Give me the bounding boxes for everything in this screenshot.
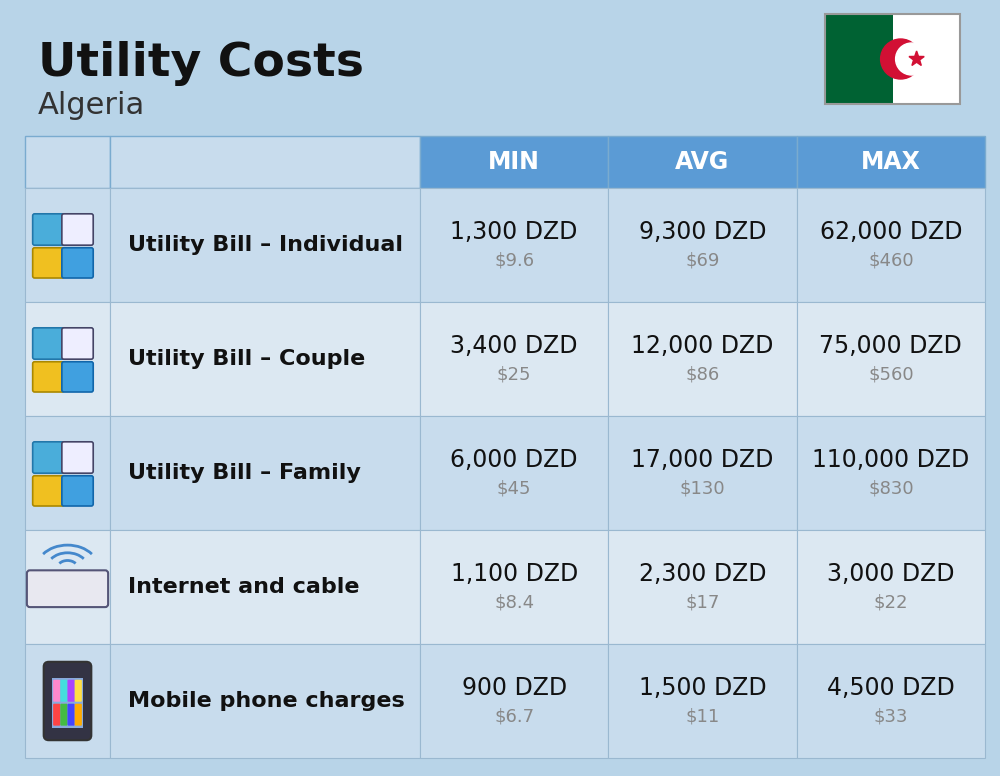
FancyBboxPatch shape: [62, 442, 93, 473]
Text: Internet and cable: Internet and cable: [128, 577, 360, 597]
Circle shape: [881, 39, 921, 79]
Text: Utility Bill – Family: Utility Bill – Family: [128, 463, 361, 483]
Text: $45: $45: [497, 480, 531, 498]
Bar: [797, 302, 985, 416]
FancyBboxPatch shape: [60, 680, 68, 702]
Text: $830: $830: [868, 480, 914, 498]
Bar: [825, 14, 960, 104]
FancyBboxPatch shape: [68, 704, 75, 726]
Text: $6.7: $6.7: [494, 708, 534, 726]
Text: $69: $69: [685, 252, 720, 270]
FancyBboxPatch shape: [53, 704, 60, 726]
Text: 110,000 DZD: 110,000 DZD: [812, 448, 969, 472]
Bar: [797, 530, 985, 644]
Bar: [110, 416, 420, 530]
Text: 6,000 DZD: 6,000 DZD: [450, 448, 578, 472]
FancyBboxPatch shape: [62, 248, 93, 278]
Text: $22: $22: [874, 594, 908, 612]
FancyBboxPatch shape: [62, 327, 93, 359]
FancyBboxPatch shape: [33, 327, 64, 359]
Circle shape: [896, 43, 928, 75]
Text: Utility Bill – Individual: Utility Bill – Individual: [128, 235, 403, 255]
Bar: [608, 530, 797, 644]
Text: $560: $560: [868, 366, 914, 384]
FancyBboxPatch shape: [68, 680, 75, 702]
Bar: [420, 188, 608, 302]
Text: $8.4: $8.4: [494, 594, 534, 612]
FancyBboxPatch shape: [60, 704, 68, 726]
Bar: [608, 188, 797, 302]
Bar: [25, 302, 110, 416]
Bar: [25, 188, 110, 302]
Bar: [420, 530, 608, 644]
Text: $9.6: $9.6: [494, 252, 534, 270]
FancyBboxPatch shape: [52, 677, 83, 728]
Text: 3,400 DZD: 3,400 DZD: [450, 334, 578, 358]
Bar: [608, 302, 797, 416]
Text: MAX: MAX: [861, 150, 921, 174]
Text: 9,300 DZD: 9,300 DZD: [639, 220, 766, 244]
Text: 2,300 DZD: 2,300 DZD: [639, 562, 766, 586]
FancyBboxPatch shape: [62, 214, 93, 245]
Bar: [110, 188, 420, 302]
FancyBboxPatch shape: [33, 214, 64, 245]
FancyBboxPatch shape: [27, 570, 108, 607]
Bar: [420, 644, 608, 758]
FancyBboxPatch shape: [33, 442, 64, 473]
Bar: [893, 14, 960, 104]
Bar: [797, 644, 985, 758]
FancyBboxPatch shape: [53, 680, 60, 702]
Bar: [797, 188, 985, 302]
Text: Mobile phone charges: Mobile phone charges: [128, 691, 405, 711]
Bar: [110, 136, 420, 188]
Text: $33: $33: [874, 708, 908, 726]
Text: $86: $86: [685, 366, 720, 384]
Bar: [825, 14, 893, 104]
Bar: [110, 644, 420, 758]
FancyBboxPatch shape: [33, 248, 64, 278]
Bar: [420, 302, 608, 416]
Text: 12,000 DZD: 12,000 DZD: [631, 334, 774, 358]
FancyBboxPatch shape: [33, 476, 64, 506]
Text: 75,000 DZD: 75,000 DZD: [819, 334, 962, 358]
Text: 17,000 DZD: 17,000 DZD: [631, 448, 774, 472]
Text: AVG: AVG: [675, 150, 730, 174]
Text: $460: $460: [868, 252, 914, 270]
FancyBboxPatch shape: [33, 362, 64, 392]
Bar: [797, 416, 985, 530]
Text: 4,500 DZD: 4,500 DZD: [827, 676, 955, 700]
Text: $25: $25: [497, 366, 531, 384]
Bar: [420, 416, 608, 530]
Text: 62,000 DZD: 62,000 DZD: [820, 220, 962, 244]
Bar: [25, 416, 110, 530]
Bar: [608, 416, 797, 530]
Text: Algeria: Algeria: [38, 91, 145, 120]
Bar: [110, 302, 420, 416]
Text: 900 DZD: 900 DZD: [462, 676, 567, 700]
FancyBboxPatch shape: [75, 704, 82, 726]
FancyBboxPatch shape: [44, 662, 91, 740]
FancyBboxPatch shape: [62, 362, 93, 392]
Text: $130: $130: [680, 480, 725, 498]
Text: Utility Bill – Couple: Utility Bill – Couple: [128, 349, 365, 369]
Bar: [797, 136, 985, 188]
Text: $17: $17: [685, 594, 720, 612]
Text: Utility Costs: Utility Costs: [38, 41, 364, 86]
Text: 1,500 DZD: 1,500 DZD: [639, 676, 766, 700]
Text: 3,000 DZD: 3,000 DZD: [827, 562, 955, 586]
Bar: [25, 644, 110, 758]
FancyBboxPatch shape: [75, 680, 82, 702]
Bar: [420, 136, 608, 188]
Polygon shape: [909, 51, 924, 65]
Text: $11: $11: [685, 708, 720, 726]
Bar: [608, 136, 797, 188]
Bar: [608, 644, 797, 758]
FancyBboxPatch shape: [62, 476, 93, 506]
Bar: [25, 136, 110, 188]
Text: 1,100 DZD: 1,100 DZD: [451, 562, 578, 586]
Bar: [25, 530, 110, 644]
Text: MIN: MIN: [488, 150, 540, 174]
Text: 1,300 DZD: 1,300 DZD: [450, 220, 578, 244]
Bar: [110, 530, 420, 644]
